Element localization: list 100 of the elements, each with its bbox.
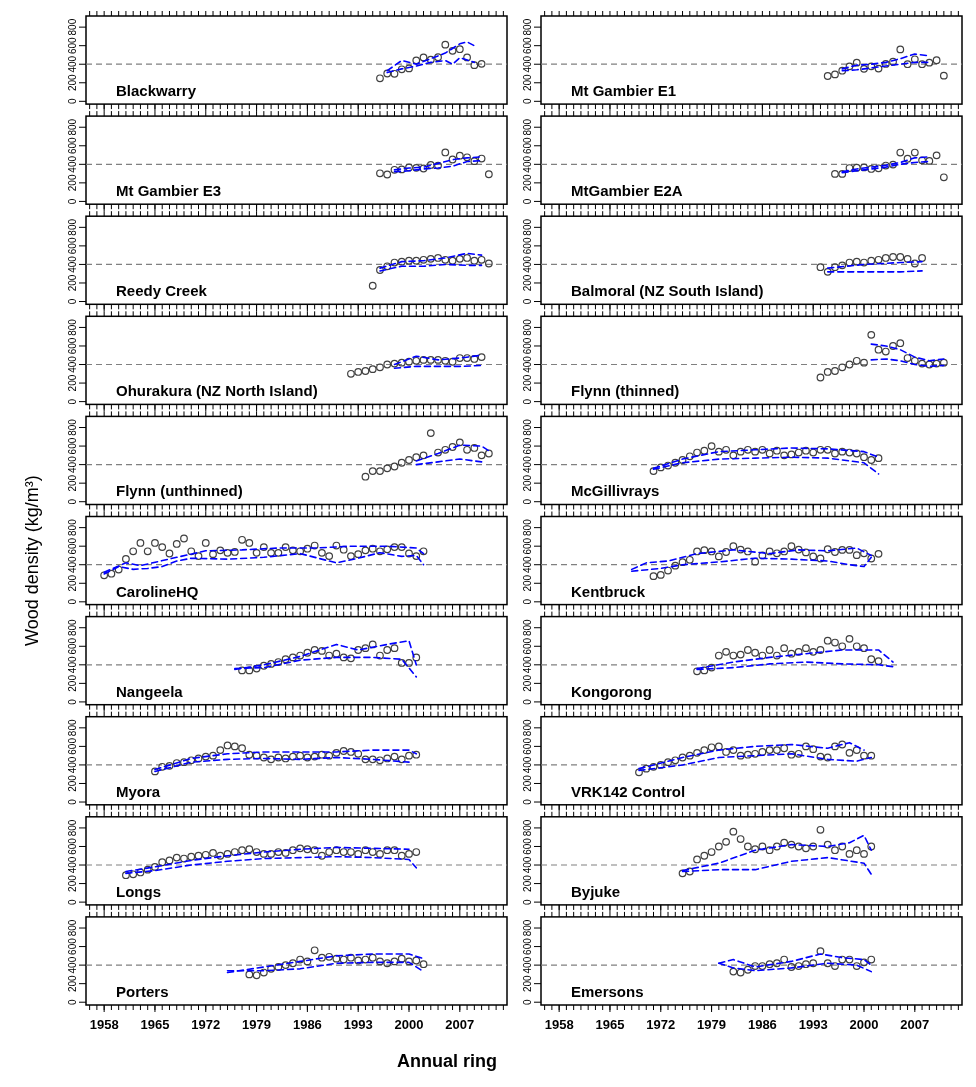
y-tick-label: 0 — [522, 598, 533, 605]
x-tick-label: 1986 — [747, 1017, 777, 1032]
text: Mt Gambier E1 — [571, 82, 677, 100]
y-tick-label: 800 — [67, 819, 78, 837]
y-tick-label: 0 — [67, 798, 78, 805]
x-tick-label: 2007 — [445, 1017, 475, 1032]
y-tick-label: 200 — [522, 574, 533, 592]
y-tick-label: 600 — [522, 237, 533, 255]
text: Nangeela — [116, 682, 184, 700]
y-tick-label: 200 — [67, 73, 78, 92]
y-tick-label: 0 — [522, 698, 533, 705]
y-tick-label: 0 — [67, 198, 78, 205]
text: Porters — [116, 983, 169, 1000]
y-tick-label: 600 — [522, 737, 533, 755]
y-tick-label: 0 — [67, 298, 78, 305]
x-tick-label: 1965 — [595, 1017, 625, 1032]
text: Longs — [116, 882, 161, 900]
y-tick-label: 800 — [522, 318, 533, 336]
y-tick-label: 0 — [522, 798, 533, 805]
y-tick-label: 0 — [67, 498, 78, 505]
y-tick-label: 400 — [67, 255, 78, 273]
y-tick-label: 0 — [522, 198, 533, 205]
x-tick-label: 2000 — [394, 1017, 424, 1032]
x-tick-label: 1993 — [798, 1017, 828, 1032]
y-tick-label: 0 — [522, 999, 533, 1005]
y-tick-label: 800 — [67, 719, 78, 737]
y-tick-label: 200 — [522, 274, 533, 292]
x-tick-label: 1986 — [292, 1017, 322, 1032]
y-tick-label: 800 — [522, 218, 533, 236]
text: Byjuke — [571, 882, 621, 900]
y-tick-label: 800 — [67, 18, 78, 36]
y-tick-label: 200 — [67, 374, 78, 392]
x-tick-label: 1972 — [646, 1017, 676, 1032]
y-tick-label: 600 — [67, 537, 78, 555]
text: MtGambier E2A — [571, 182, 683, 200]
text: CarolineHQ — [116, 582, 199, 600]
y-tick-label: 200 — [522, 974, 533, 993]
x-tick-label: 1993 — [343, 1017, 373, 1032]
y-tick-label: 400 — [67, 355, 78, 373]
text: Myora — [116, 782, 161, 800]
y-tick-label: 600 — [67, 337, 78, 355]
x-tick-label: 1958 — [544, 1017, 574, 1032]
y-tick-label: 600 — [522, 537, 533, 555]
y-tick-label: 600 — [67, 737, 78, 755]
y-tick-label: 0 — [67, 698, 78, 705]
y-tick-label: 800 — [67, 418, 78, 436]
x-tick-label: 2007 — [900, 1017, 930, 1032]
text: Flynn (thinned) — [571, 382, 680, 400]
y-tick-label: 600 — [522, 437, 533, 455]
y-tick-label: 400 — [522, 656, 533, 674]
y-tick-label: 600 — [522, 137, 533, 155]
y-tick-label: 400 — [522, 55, 533, 73]
y-tick-label: 800 — [522, 518, 533, 536]
y-tick-label: 200 — [522, 674, 533, 692]
y-tick-label: 600 — [67, 237, 78, 255]
y-tick-label: 0 — [522, 98, 533, 105]
y-tick-label: 600 — [522, 36, 533, 55]
y-tick-label: 400 — [522, 956, 533, 974]
y-tick-label: 800 — [67, 618, 78, 637]
y-axis-title: Wood density (kg/m³) — [22, 475, 42, 646]
text: McGillivrays — [571, 482, 660, 500]
text: Flynn (unthinned) — [116, 482, 243, 500]
y-tick-label: 600 — [522, 937, 533, 955]
y-tick-label: 400 — [67, 555, 78, 574]
y-tick-label: 800 — [522, 719, 533, 737]
y-tick-label: 200 — [522, 73, 533, 92]
text: Blackwarry — [116, 82, 197, 100]
text: Ohurakura (NZ North Island) — [116, 382, 318, 400]
x-tick-label: 1979 — [242, 1017, 272, 1032]
y-tick-label: 0 — [67, 999, 78, 1005]
text: Reedy Creek — [116, 282, 208, 300]
x-tick-label: 1965 — [140, 1017, 170, 1032]
y-tick-label: 0 — [522, 298, 533, 305]
y-tick-label: 600 — [67, 36, 78, 55]
y-tick-label: 600 — [522, 837, 533, 855]
y-tick-label: 800 — [522, 418, 533, 436]
y-tick-label: 400 — [522, 555, 533, 574]
y-tick-label: 200 — [522, 374, 533, 392]
y-tick-label: 800 — [522, 118, 533, 136]
y-tick-label: 400 — [522, 255, 533, 273]
y-tick-label: 800 — [522, 919, 533, 937]
y-tick-label: 600 — [67, 437, 78, 455]
y-tick-label: 200 — [67, 574, 78, 592]
y-tick-label: 0 — [67, 598, 78, 605]
y-tick-label: 200 — [67, 874, 78, 892]
x-tick-label: 1979 — [697, 1017, 727, 1032]
text: Kentbruck — [571, 582, 646, 600]
y-tick-label: 0 — [522, 398, 533, 405]
y-tick-label: 400 — [522, 455, 533, 473]
y-tick-label: 600 — [67, 937, 78, 955]
y-tick-label: 0 — [67, 398, 78, 405]
y-tick-label: 0 — [67, 98, 78, 105]
y-tick-label: 400 — [67, 756, 78, 774]
x-tick-label: 2000 — [849, 1017, 879, 1032]
x-tick-label: 1972 — [191, 1017, 221, 1032]
y-tick-label: 600 — [67, 637, 78, 655]
y-tick-label: 400 — [67, 55, 78, 73]
y-tick-label: 200 — [522, 874, 533, 892]
y-tick-label: 800 — [67, 518, 78, 536]
y-tick-label: 200 — [67, 174, 78, 192]
